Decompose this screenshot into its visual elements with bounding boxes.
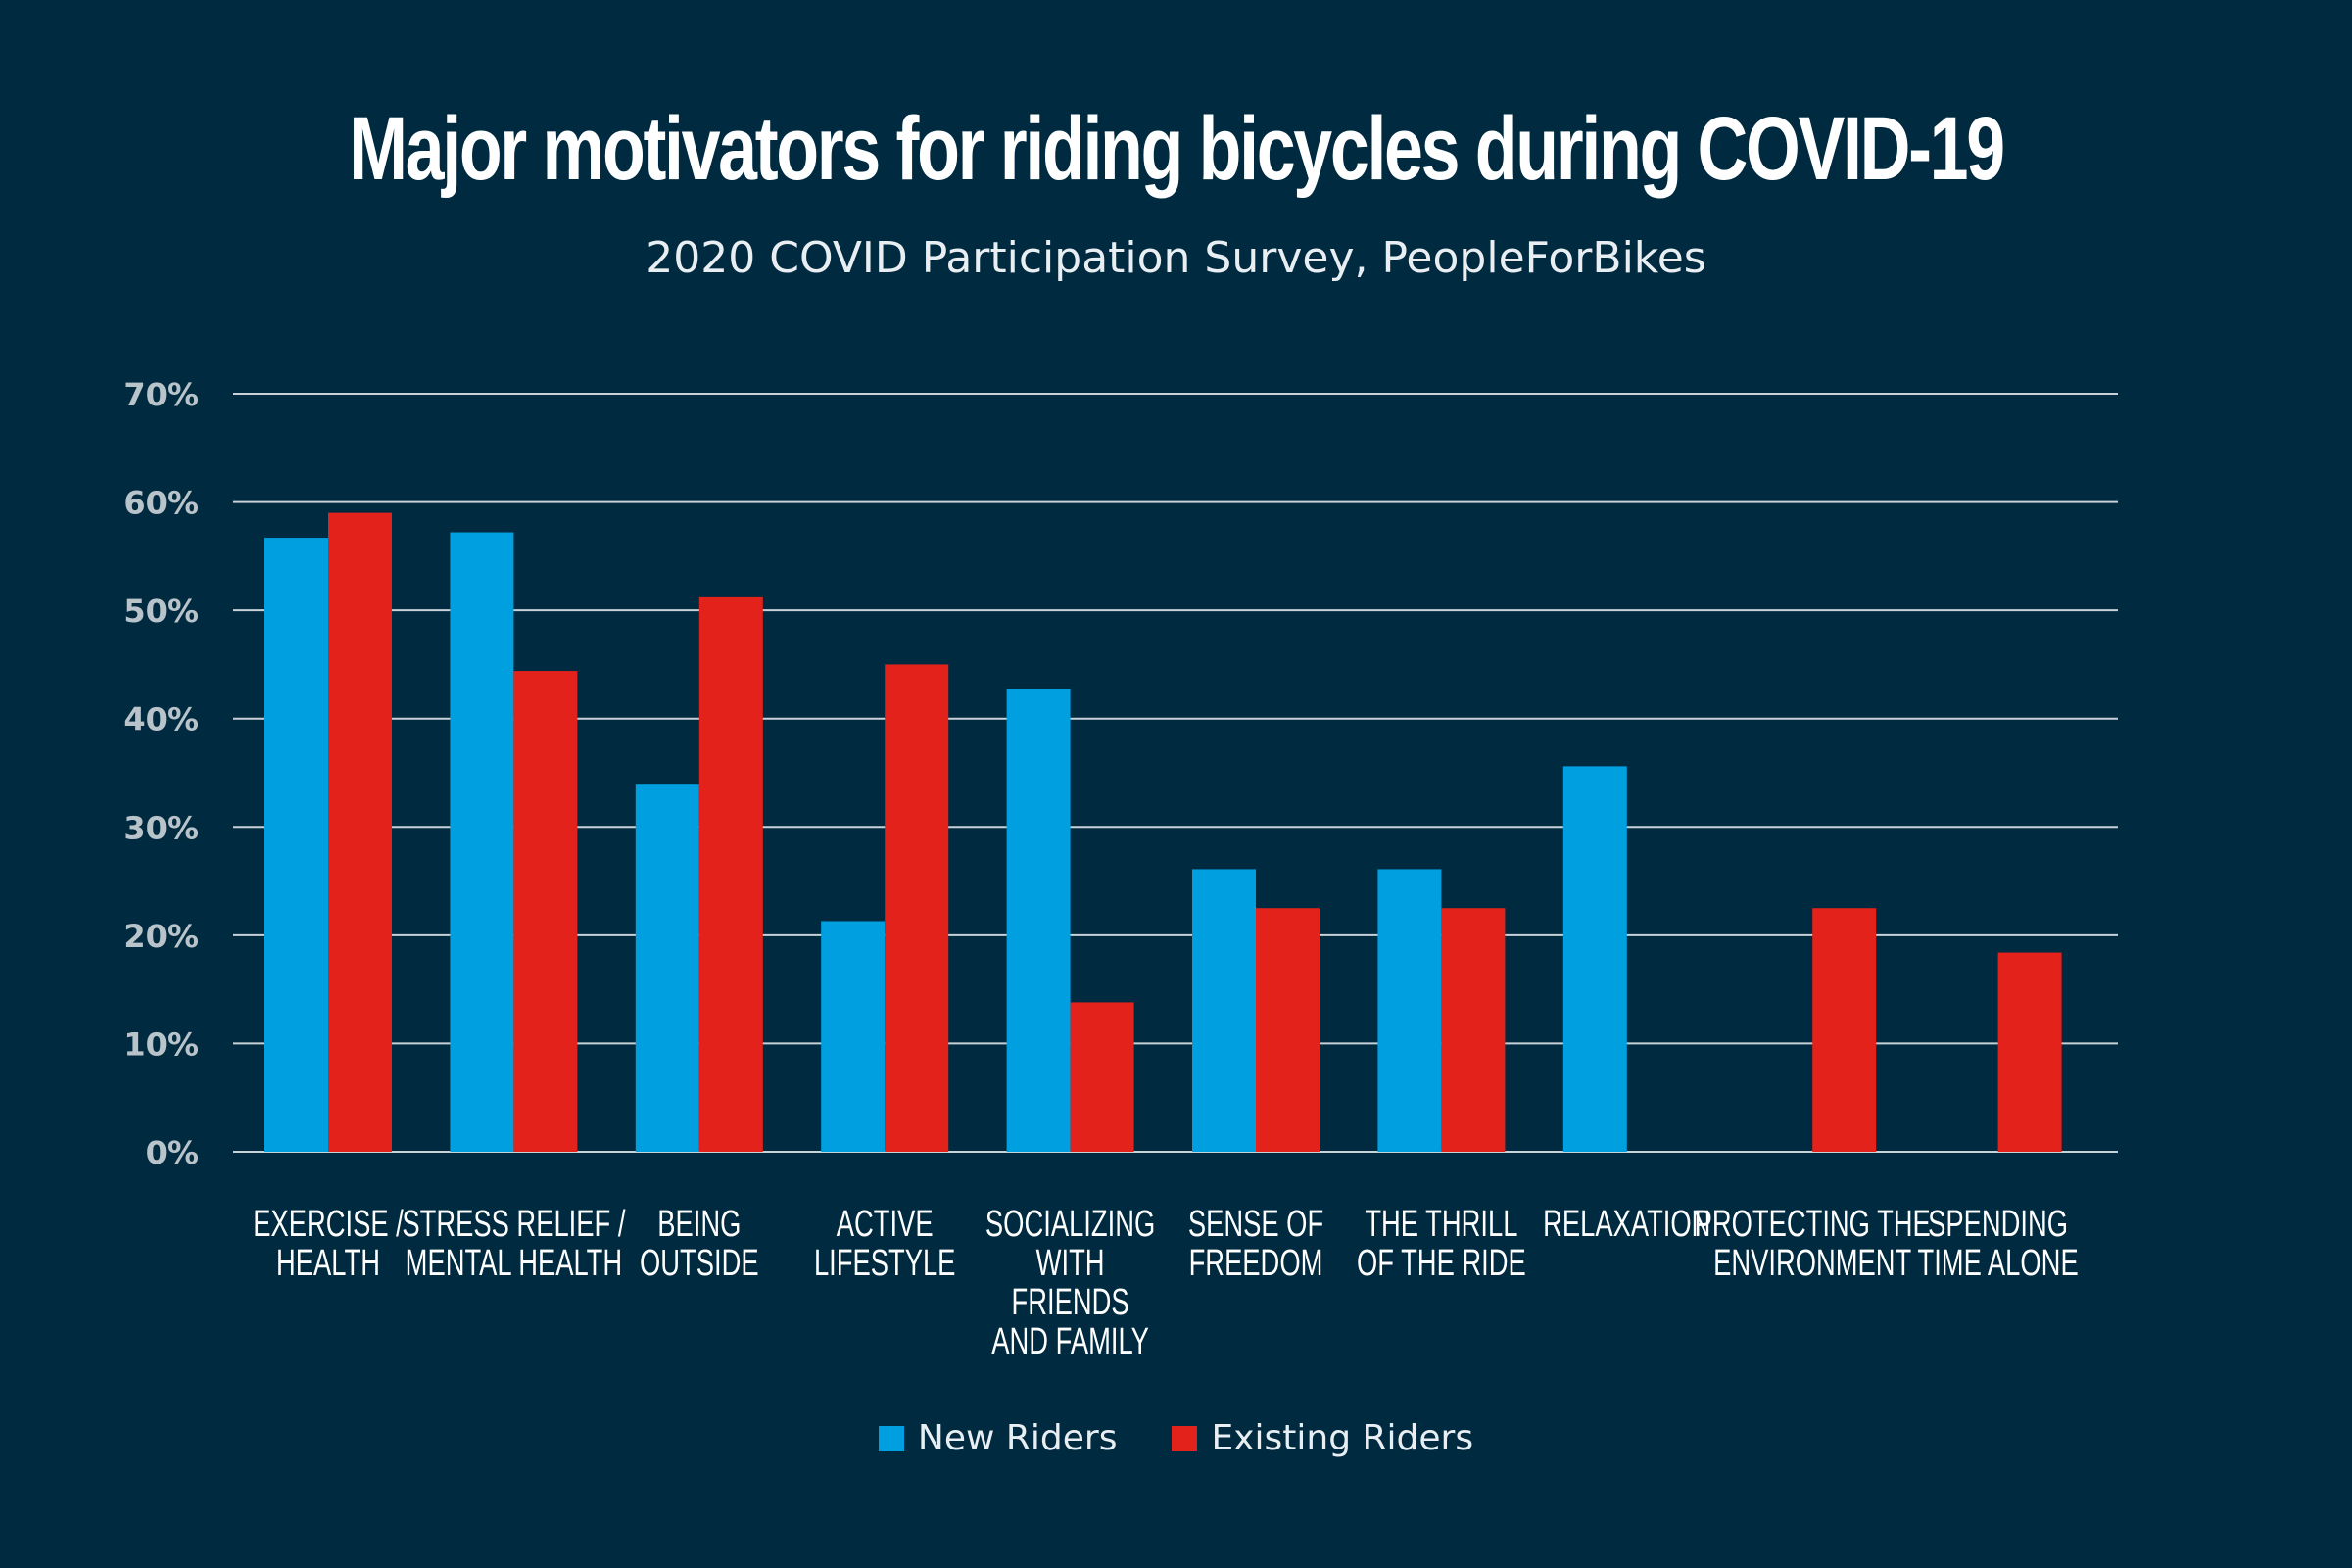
x-category-label: SPENDING TIME ALONE [1917,1204,2078,1284]
legend-item-new-riders: New Riders [878,1418,1118,1458]
bar-existing-riders [1812,908,1877,1152]
x-category-label: BEING OUTSIDE [640,1204,759,1284]
x-category-label: EXERCISE / HEALTH [253,1204,404,1284]
x-category-label-line: ENVIRONMENT [1713,1243,1911,1284]
x-category-label-line: OF THE RIDE [1357,1243,1526,1284]
bar-new-riders [264,538,328,1152]
y-tick-label: 30% [123,809,199,846]
x-category-label-line: FREEDOM [1189,1243,1323,1284]
x-category-label-line: ACTIVE [837,1204,934,1245]
bar-new-riders [450,532,514,1152]
x-category-label-line: AND FAMILY [991,1321,1149,1362]
y-tick-label: 40% [123,701,199,738]
x-category-label-line: MENTAL HEALTH [406,1243,622,1284]
bar-existing-riders [1441,908,1506,1152]
x-category-label-line: THE THRILL [1365,1204,1517,1245]
bar-new-riders [635,784,699,1152]
bar-existing-riders [1256,908,1320,1152]
x-category-label-line: PROTECTING THE [1695,1204,1931,1245]
x-category-label: SENSE OF FREEDOM [1188,1204,1323,1284]
x-category-label: RELAXATION [1543,1204,1710,1245]
y-tick-label: 10% [123,1025,199,1063]
x-category-label-line: WITH [1036,1243,1105,1284]
x-category-label-line: RELAXATION [1543,1204,1710,1245]
x-category-label: PROTECTING THE ENVIRONMENT [1695,1204,1931,1284]
bar-new-riders [821,921,886,1152]
bar-existing-riders [328,512,392,1152]
x-category-label-line: SOCIALIZING [985,1204,1155,1245]
y-tick-label: 50% [123,593,199,630]
legend-swatch-existing-riders [1172,1425,1198,1451]
bar-existing-riders [1070,1002,1134,1152]
legend-swatch-new-riders [878,1425,904,1451]
y-tick-label: 20% [123,918,199,955]
x-category-label: STRESS RELIEF / MENTAL HEALTH [402,1204,626,1284]
x-category-label-line: SPENDING [1928,1204,2068,1245]
x-category-label: ACTIVE LIFESTYLE [814,1204,955,1284]
legend: New Riders Existing Riders [0,1418,2352,1458]
legend-label-existing-riders: Existing Riders [1211,1418,1474,1458]
bar-new-riders [1006,689,1071,1152]
legend-label-new-riders: New Riders [917,1418,1118,1458]
x-category-label: THE THRILL OF THE RIDE [1357,1204,1526,1284]
x-category-label: SOCIALIZING WITH FRIENDS AND FAMILY [985,1204,1155,1362]
bar-existing-riders [885,664,949,1152]
x-category-label-line: STRESS RELIEF / [402,1204,626,1245]
x-category-label-line: TIME ALONE [1917,1243,2078,1284]
y-tick-label: 70% [123,376,199,413]
bar-new-riders [1192,869,1256,1152]
bar-existing-riders [1997,952,2062,1152]
bar-new-riders [1377,869,1442,1152]
x-category-label-line: FRIENDS [1012,1282,1129,1323]
x-category-label-line: LIFESTYLE [814,1243,955,1284]
x-category-label-line: HEALTH [276,1243,380,1284]
chart-subtitle: 2020 COVID Participation Survey, PeopleF… [646,233,1706,283]
x-category-label-line: EXERCISE / [253,1204,404,1245]
bar-existing-riders [513,671,578,1152]
y-tick-label: 0% [146,1134,199,1171]
y-tick-label: 60% [123,485,199,522]
x-category-label-line: BEING [657,1204,741,1245]
legend-item-existing-riders: Existing Riders [1172,1418,1473,1458]
x-category-label-line: OUTSIDE [640,1243,759,1284]
bar-new-riders [1562,766,1627,1152]
bar-existing-riders [698,596,763,1152]
x-category-label-line: SENSE OF [1188,1204,1323,1245]
chart-title: Major motivators for riding bicycles dur… [349,99,2005,199]
